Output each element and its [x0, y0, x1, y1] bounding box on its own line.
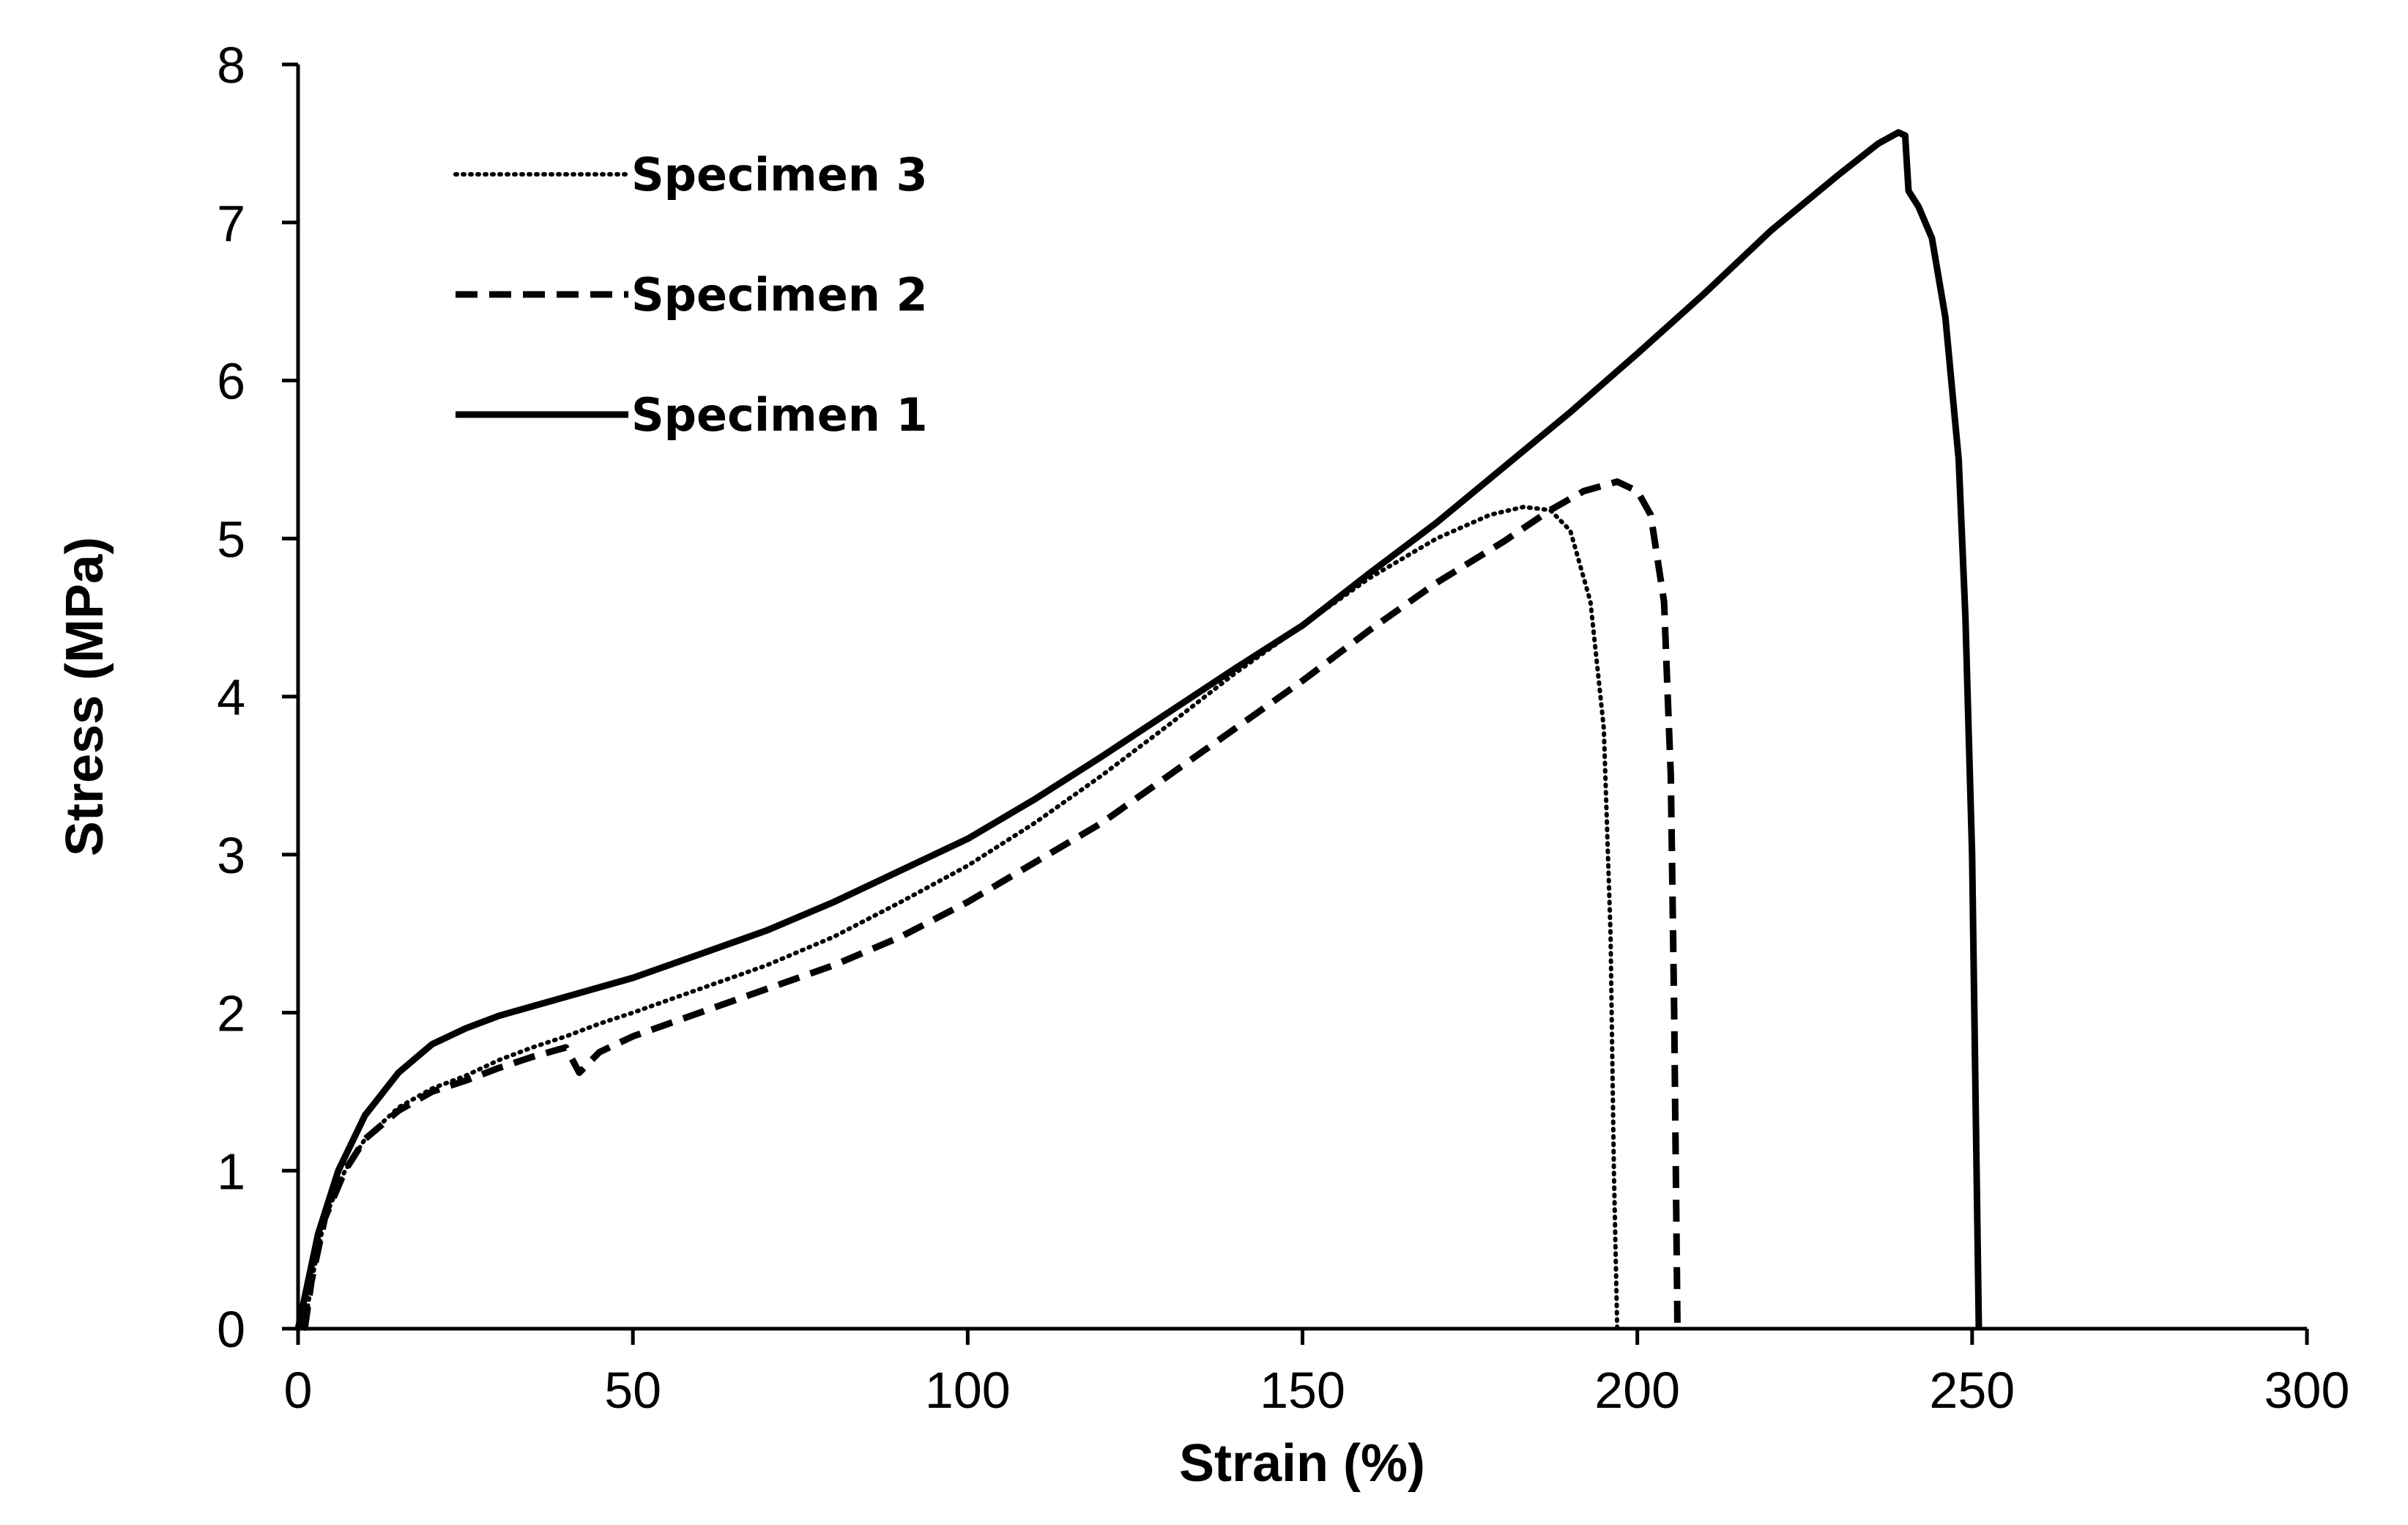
- y-tick-label: 5: [217, 511, 245, 568]
- series-line-specimen-1: [294, 129, 1982, 1329]
- legend-label: Specimen 1: [631, 388, 928, 442]
- x-tick-label: 0: [284, 1362, 313, 1419]
- legend: Specimen 3 Specimen 2 Specimen 1: [453, 148, 928, 442]
- x-tick-label: 150: [1260, 1362, 1345, 1419]
- y-axis-title: Stress (MPa): [56, 537, 114, 856]
- y-axis-ticks: 0 1 2 3 4 5 6 7 8: [217, 37, 298, 1358]
- y-tick-label: 8: [217, 37, 245, 94]
- y-tick-label: 1: [217, 1143, 245, 1200]
- series-layer: [294, 129, 1982, 1331]
- y-tick-label: 0: [217, 1301, 245, 1358]
- x-tick-label: 200: [1594, 1362, 1680, 1419]
- legend-label: Specimen 2: [631, 268, 928, 322]
- y-tick-label: 4: [217, 669, 245, 726]
- x-tick-label: 300: [2264, 1362, 2350, 1419]
- legend-label: Specimen 3: [631, 148, 928, 201]
- y-tick-label: 6: [217, 353, 245, 410]
- y-tick-label: 7: [217, 195, 245, 252]
- y-tick-label: 2: [217, 985, 245, 1042]
- x-tick-label: 50: [604, 1362, 661, 1419]
- x-axis-ticks: 0 50 100 150 200 250 300: [284, 1329, 2350, 1419]
- y-tick-label: 3: [217, 827, 245, 884]
- x-tick-label: 250: [1929, 1362, 2015, 1419]
- x-axis-title: Strain (%): [1179, 1434, 1425, 1493]
- series-line-specimen-3: [302, 505, 1620, 1331]
- series-line-specimen-2: [301, 478, 1681, 1329]
- x-tick-label: 100: [925, 1362, 1011, 1419]
